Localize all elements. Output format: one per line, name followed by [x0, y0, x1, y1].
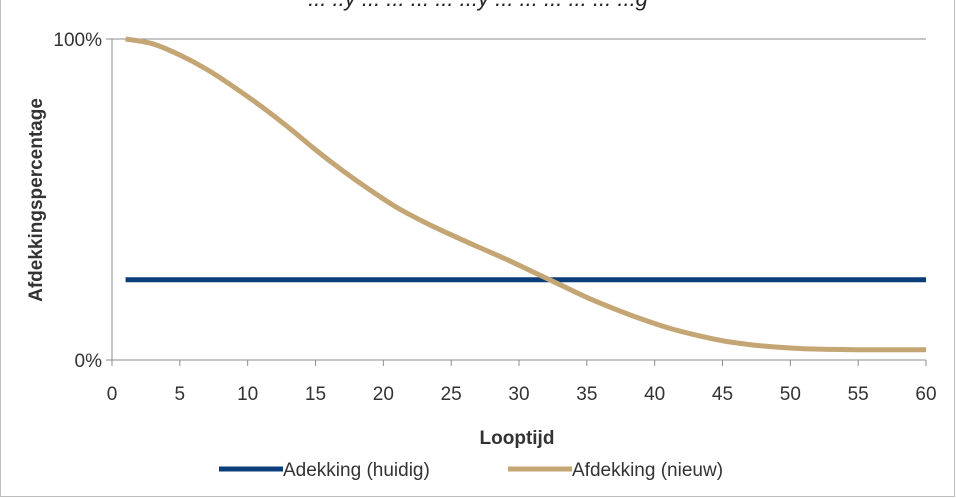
- y-tick-label: 0%: [75, 351, 103, 372]
- x-tick-label: 45: [712, 384, 733, 405]
- x-tick-label: 30: [508, 384, 529, 405]
- chart-title: ... ..y ... ... ... ... ...y ... ... ...…: [0, 0, 956, 12]
- x-tick-label: 20: [373, 384, 394, 405]
- x-tick-label: 40: [644, 384, 665, 405]
- x-tick-label: 10: [237, 384, 258, 405]
- series-layer: [125, 36, 926, 353]
- legend-label: Adekking (huidig): [283, 460, 430, 481]
- legend-label: Afdekking (nieuw): [572, 460, 723, 481]
- x-tick-label: 5: [175, 384, 186, 405]
- series-line-nieuw: [125, 36, 926, 353]
- x-tick-label: 15: [305, 384, 326, 405]
- x-tick-label: 60: [915, 384, 936, 405]
- axes: [106, 38, 927, 366]
- x-tick-label: 50: [780, 384, 801, 405]
- y-tick-label: 100%: [53, 30, 102, 51]
- y-axis-title: Afdekkingspercentage: [26, 98, 47, 302]
- x-tick-label: 25: [441, 384, 462, 405]
- x-tick-label: 35: [576, 384, 597, 405]
- tick-labels: 0% 100% 0 5 10 15 20 25 30 35 40 45 50 55 60: [53, 30, 936, 405]
- x-axis-title: Looptijd: [480, 428, 555, 449]
- x-tick-label: 0: [107, 384, 118, 405]
- legend: Adekking (huidig) Afdekking (nieuw): [219, 460, 723, 481]
- x-tick-label: 55: [848, 384, 869, 405]
